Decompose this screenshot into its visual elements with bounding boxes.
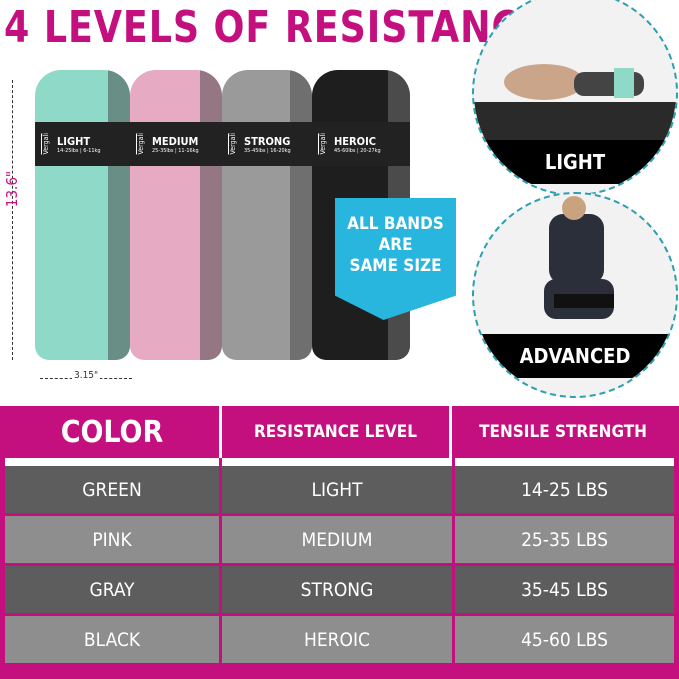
callout-line: SAME SIZE bbox=[349, 256, 442, 276]
band-level: STRONG bbox=[244, 134, 291, 148]
brand-logo: Vergali bbox=[41, 133, 52, 155]
callout-line: ALL BANDS bbox=[347, 214, 444, 234]
table-header: COLOR RESISTANCE LEVEL TENSILE STRENGTH bbox=[5, 406, 674, 458]
table-cell: 35-45 LBS bbox=[455, 566, 674, 613]
photo-label-advanced: ADVANCED bbox=[474, 334, 676, 378]
table-row: GRAY STRONG 35-45 LBS bbox=[5, 566, 674, 613]
exercise-figure-icon bbox=[544, 196, 614, 319]
table-cell: 14-25 LBS bbox=[455, 466, 674, 513]
header-resistance: RESISTANCE LEVEL bbox=[219, 406, 449, 458]
table-cell: PINK bbox=[5, 516, 219, 563]
table-cell: GREEN bbox=[5, 466, 219, 513]
band-spec: 45-60lbs | 20-27kg bbox=[334, 147, 381, 154]
height-dimension-line bbox=[12, 80, 13, 360]
height-dimension-label: 13.6" bbox=[3, 170, 22, 208]
band-level: LIGHT bbox=[57, 134, 91, 148]
band-level: HEROIC bbox=[334, 134, 377, 148]
band-medium: Vergali MEDIUM 25-35lbs | 11-16kg bbox=[130, 70, 222, 360]
band-spec: 25-35lbs | 11-16kg bbox=[152, 147, 199, 154]
band-tag: Vergali STRONG 35-45lbs | 16-20kg bbox=[222, 122, 312, 166]
band-light: Vergali LIGHT 14-25lbs | 6-11kg bbox=[35, 70, 130, 360]
band-tag: Vergali MEDIUM 25-35lbs | 11-16kg bbox=[130, 122, 222, 166]
table-cell: 45-60 LBS bbox=[455, 616, 674, 663]
table-cell: BLACK bbox=[5, 616, 219, 663]
callout-line: ARE bbox=[378, 235, 413, 255]
photo-label-light: LIGHT bbox=[474, 140, 676, 184]
table-cell: MEDIUM bbox=[222, 516, 452, 563]
table-row: GREEN LIGHT 14-25 LBS bbox=[5, 466, 674, 513]
advanced-exercise-photo: ADVANCED bbox=[472, 192, 678, 398]
table-cell: 25-35 LBS bbox=[455, 516, 674, 563]
header-tensile: TENSILE STRENGTH bbox=[449, 406, 674, 458]
table-cell: HEROIC bbox=[222, 616, 452, 663]
band-strong: Vergali STRONG 35-45lbs | 16-20kg bbox=[222, 70, 312, 360]
resistance-table: COLOR RESISTANCE LEVEL TENSILE STRENGTH … bbox=[0, 406, 679, 679]
band-spec: 14-25lbs | 6-11kg bbox=[57, 147, 101, 154]
table-cell: LIGHT bbox=[222, 466, 452, 513]
table-row: PINK MEDIUM 25-35 LBS bbox=[5, 516, 674, 563]
table-cell: GRAY bbox=[5, 566, 219, 613]
table-row: BLACK HEROIC 45-60 LBS bbox=[5, 616, 674, 663]
band-tag: Vergali LIGHT 14-25lbs | 6-11kg bbox=[35, 122, 130, 166]
band-tag: Vergali HEROIC 45-60lbs | 20-27kg bbox=[312, 122, 410, 166]
brand-logo: Vergali bbox=[136, 133, 147, 155]
band-spec: 35-45lbs | 16-20kg bbox=[244, 147, 291, 154]
brand-logo: Vergali bbox=[318, 133, 329, 155]
same-size-callout: ALL BANDS ARE SAME SIZE bbox=[335, 198, 456, 320]
width-dimension-label: 3.15" bbox=[72, 370, 101, 381]
band-level: MEDIUM bbox=[152, 134, 199, 148]
page-title: 4 LEVELS OF RESISTANCE bbox=[4, 2, 545, 53]
header-color: COLOR bbox=[60, 414, 164, 450]
brand-logo: Vergali bbox=[228, 133, 239, 155]
light-exercise-photo: LIGHT bbox=[472, 0, 678, 196]
table-cell: STRONG bbox=[222, 566, 452, 613]
